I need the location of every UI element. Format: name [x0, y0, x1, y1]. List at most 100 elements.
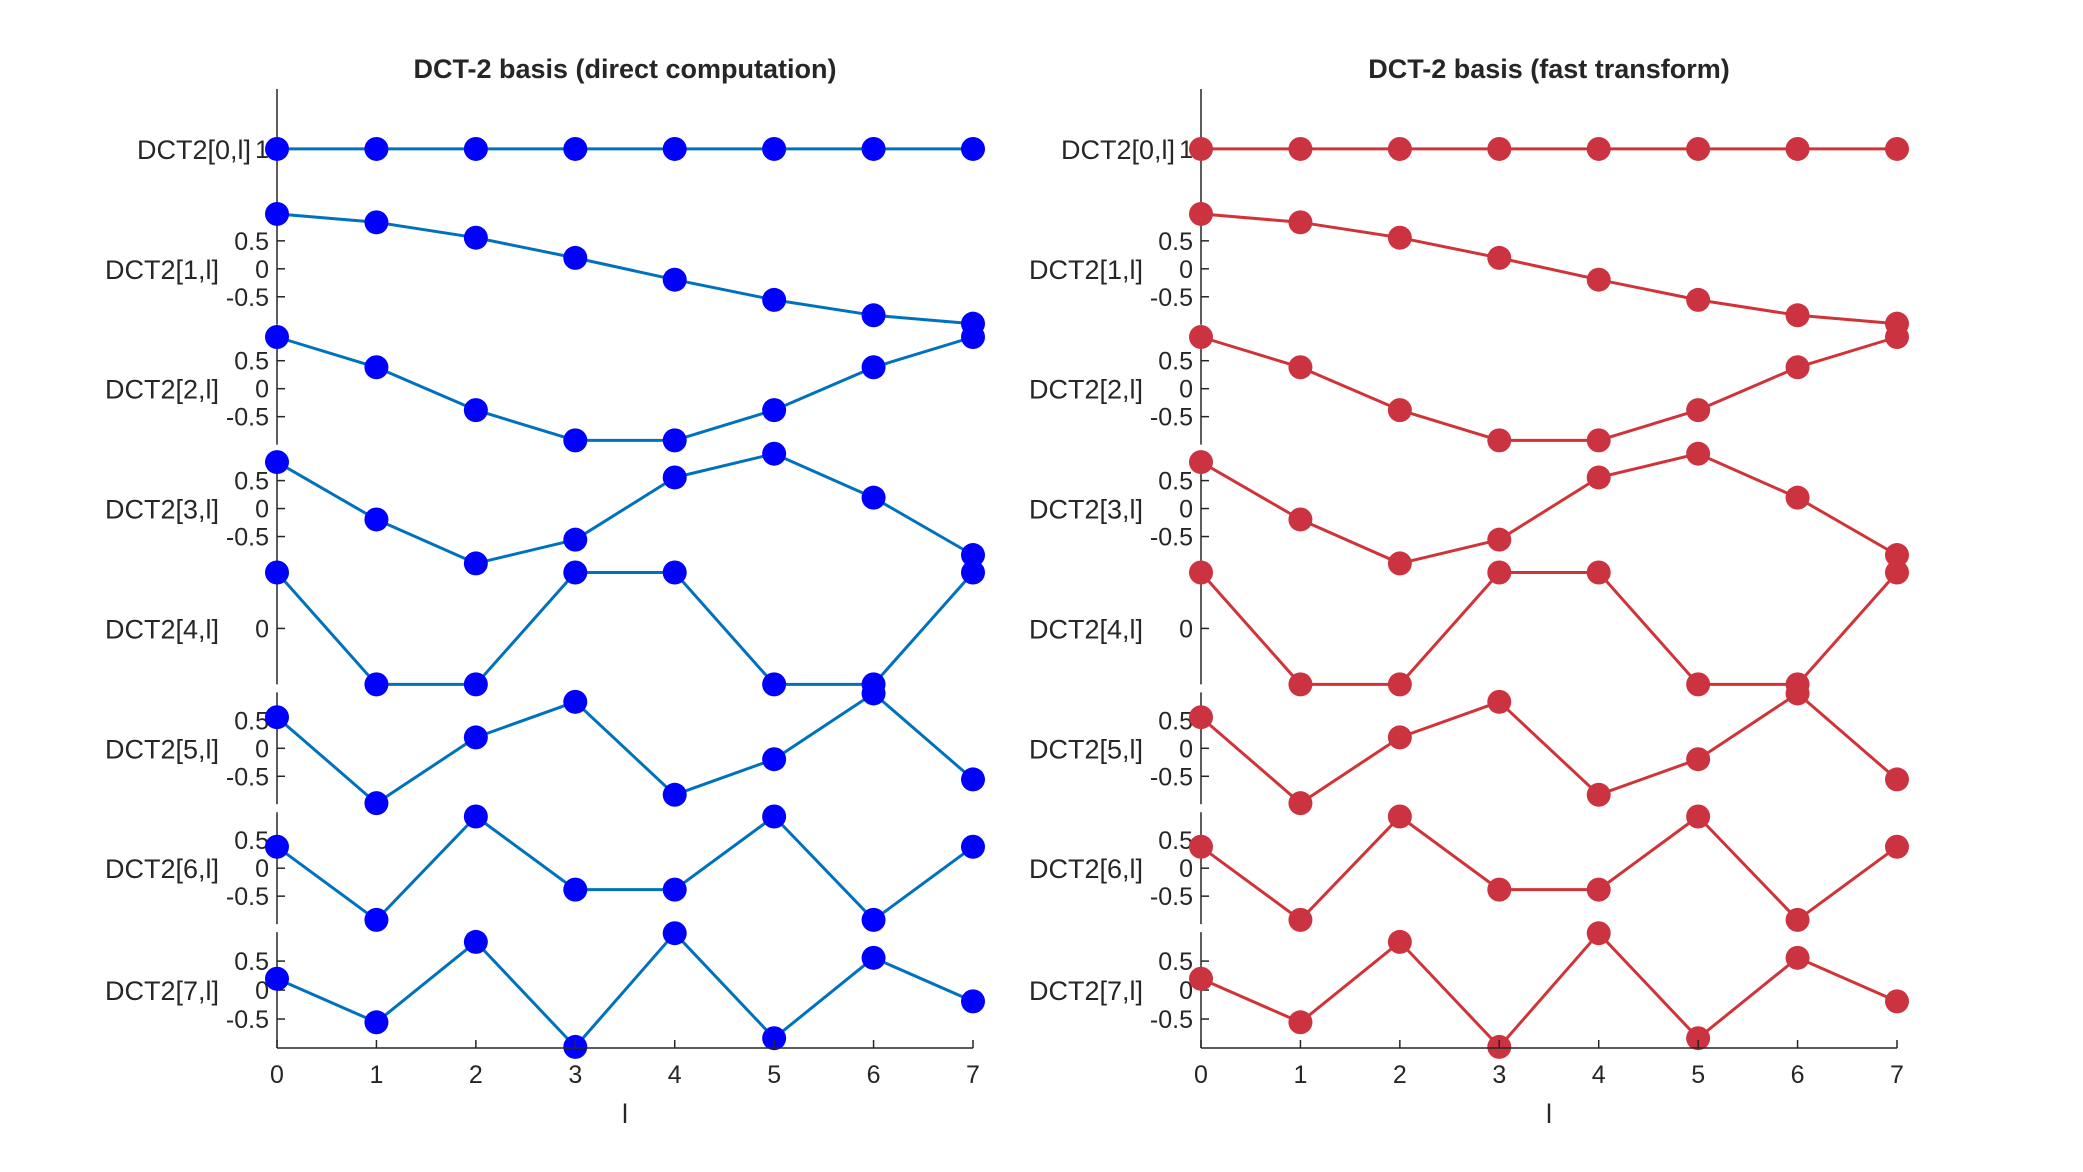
data-point [1586, 428, 1611, 453]
data-point [364, 791, 389, 816]
y-tick-label: -0.5 [1150, 524, 1193, 552]
data-point [1686, 747, 1711, 772]
data-point [1189, 966, 1213, 991]
y-tick-label: 0 [255, 735, 269, 763]
data-point [364, 507, 389, 532]
data-point [364, 210, 389, 235]
data-point [1885, 767, 1909, 792]
x-tick-label: 7 [966, 1061, 980, 1089]
data-point [265, 834, 289, 859]
y-tick-label: 0.5 [234, 348, 269, 376]
y-tick-label: 0.5 [234, 468, 269, 496]
data-point [961, 834, 985, 859]
data-point [1586, 560, 1611, 585]
y-tick-label: 0 [255, 496, 269, 524]
series-line [1200, 691, 1898, 805]
data-point [1387, 225, 1412, 250]
data-point [961, 989, 985, 1014]
data-point [762, 1026, 787, 1051]
y-tick-label: 0.5 [1158, 948, 1193, 976]
data-point [1586, 877, 1611, 902]
data-point [1686, 1026, 1711, 1051]
chart-title: DCT-2 basis (direct computation) [413, 54, 836, 84]
y-tick-label: 0 [1179, 376, 1193, 404]
series-line [276, 212, 974, 326]
data-point [1288, 791, 1313, 816]
data-point [1686, 136, 1711, 161]
data-point [1387, 672, 1412, 697]
data-point [463, 929, 488, 954]
y-tick-label: 0.5 [1158, 348, 1193, 376]
data-point [762, 441, 787, 466]
data-point [463, 551, 488, 576]
data-point [1487, 428, 1512, 453]
x-tick-label: 0 [1194, 1061, 1208, 1089]
series-line [276, 931, 974, 1049]
series-line [276, 691, 974, 805]
data-point [563, 560, 588, 585]
data-point [662, 921, 687, 946]
data-point [861, 485, 886, 510]
data-point [762, 672, 787, 697]
panel-direct-computation: DCT-2 basis (direct computation)1DCT2[0,… [105, 54, 985, 1129]
series-label: DCT2[7,l] [1029, 976, 1143, 1006]
data-point [1785, 485, 1810, 510]
data-point [563, 245, 588, 270]
data-point [563, 527, 588, 552]
y-tick-label: 0 [1179, 977, 1193, 1005]
data-point [463, 225, 488, 250]
data-point [861, 907, 886, 932]
y-tick-label: 0 [1179, 256, 1193, 284]
series-label: DCT2[1,l] [1029, 255, 1143, 285]
series-line [1200, 815, 1898, 922]
x-tick-label: 6 [867, 1061, 881, 1089]
data-point [1785, 945, 1810, 970]
data-point [1288, 355, 1313, 380]
data-point [1288, 210, 1313, 235]
series-line [276, 452, 974, 565]
data-point [662, 782, 687, 807]
data-point [265, 966, 289, 991]
data-point [1586, 136, 1611, 161]
y-tick-label: 0 [1179, 735, 1193, 763]
data-point [1785, 355, 1810, 380]
data-point [961, 136, 985, 161]
data-point [1288, 672, 1313, 697]
x-tick-label: 0 [270, 1061, 284, 1089]
series-line [1200, 931, 1898, 1049]
data-point [1586, 782, 1611, 807]
data-point [662, 877, 687, 902]
series-label: DCT2[7,l] [105, 976, 219, 1006]
data-point [1288, 1010, 1313, 1035]
data-point [265, 560, 289, 585]
x-tick-label: 5 [767, 1061, 781, 1089]
data-point [364, 355, 389, 380]
y-tick-label: 0 [255, 977, 269, 1005]
y-tick-label: 0 [255, 855, 269, 883]
series-label: DCT2[0,l] [1061, 135, 1175, 165]
x-tick-label: 3 [1492, 1061, 1506, 1089]
series-line [275, 571, 975, 686]
x-tick-label: 4 [1592, 1061, 1606, 1089]
x-axis-label: l [622, 1099, 628, 1129]
y-tick-label: -0.5 [226, 883, 269, 911]
y-tick-label: 0.5 [234, 948, 269, 976]
data-point [961, 543, 985, 568]
data-point [762, 747, 787, 772]
data-point [1288, 907, 1313, 932]
data-point [563, 428, 588, 453]
series-label: DCT2[3,l] [105, 495, 219, 525]
data-point [364, 1010, 389, 1035]
data-point [662, 267, 687, 292]
data-point [1785, 136, 1810, 161]
data-point [463, 672, 488, 697]
x-tick-label: 2 [1393, 1061, 1407, 1089]
series-line [1199, 571, 1899, 686]
data-point [1487, 877, 1512, 902]
